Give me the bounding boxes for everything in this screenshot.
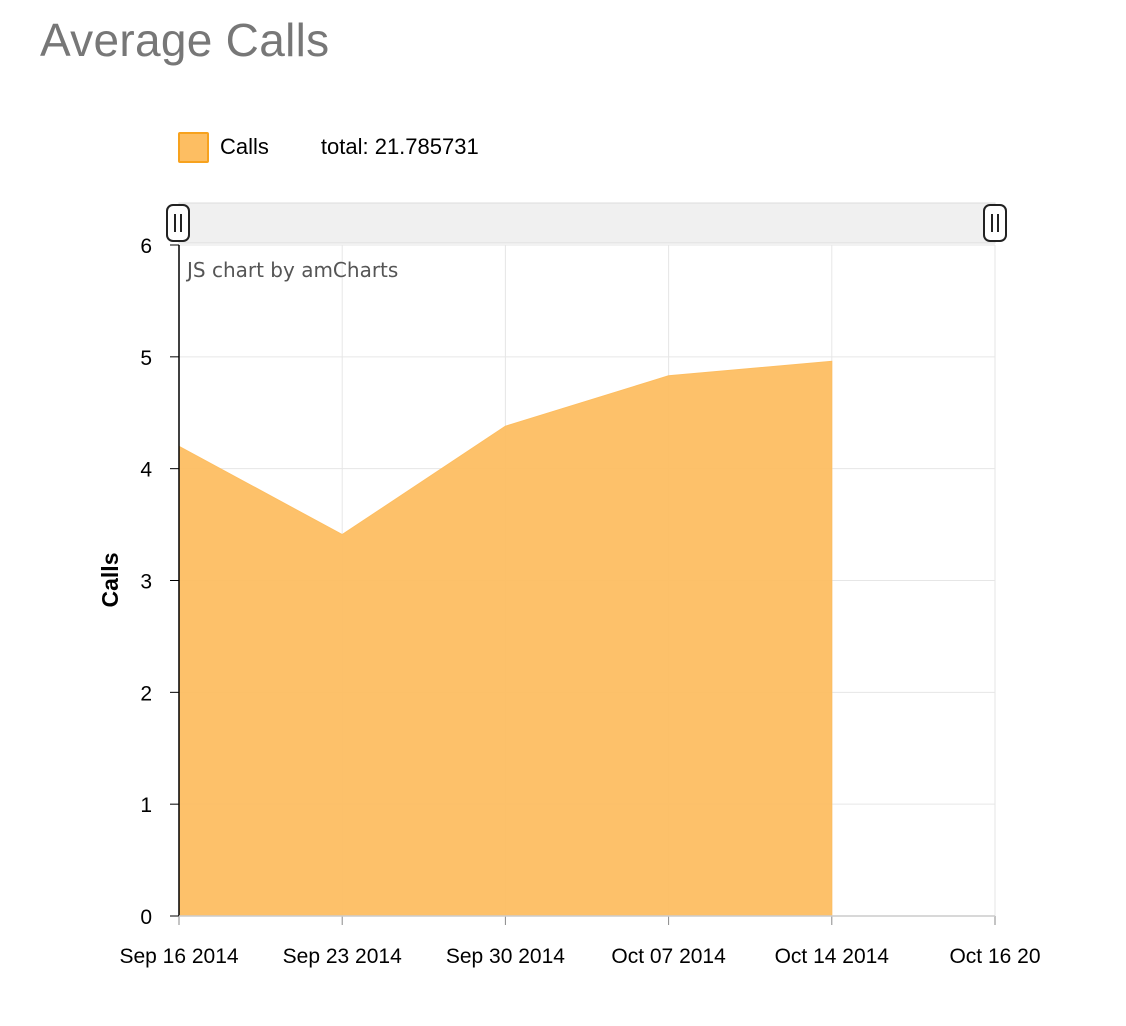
legend-total-value: total: 21.785731 [320, 134, 479, 159]
scrollbar[interactable] [166, 202, 1007, 244]
data-point-2[interactable] [499, 420, 511, 432]
y-tick-label-6: 6 [140, 235, 152, 258]
scrollbar-track[interactable] [178, 202, 996, 244]
y-tick-label-4: 4 [140, 459, 152, 482]
x-tick-label-1: Sep 23 2014 [283, 945, 402, 968]
x-tick-label-4: Oct 14 2014 [775, 945, 890, 968]
page-title: Average Calls [40, 14, 330, 66]
scrollbar-handle-right-body[interactable] [983, 204, 1007, 242]
tick-labels: 0 1 2 3 4 5 6 Sep 16 2014 Sep 23 2014 Sep 30 2014… [119, 235, 1040, 968]
y-tick-label-3: 3 [140, 571, 152, 594]
x-tick-label-5: Oct 16 20 [949, 945, 1040, 968]
scrollbar-handle-right[interactable] [983, 204, 1007, 242]
data-point-4[interactable] [826, 355, 838, 367]
y-tick-label-1: 1 [140, 794, 152, 817]
scrollbar-handle-left-body[interactable] [166, 204, 190, 242]
scrollbar-handle-left[interactable] [166, 204, 190, 242]
y-axis-title: Calls [97, 553, 123, 608]
legend-marker-calls[interactable] [178, 131, 209, 163]
x-tick-label-3: Oct 07 2014 [611, 945, 726, 968]
y-tick-label-0: 0 [140, 906, 152, 929]
y-tick-label-2: 2 [140, 682, 152, 705]
data-point-1[interactable] [336, 529, 348, 541]
amcharts-credit-link[interactable]: JS chart by amCharts [185, 258, 398, 282]
data-point-3[interactable] [663, 370, 675, 382]
legend-label-calls[interactable]: Calls [220, 134, 269, 159]
axes [170, 244, 996, 925]
series-area-calls[interactable] [178, 360, 833, 917]
x-tick-label-0: Sep 16 2014 [119, 945, 238, 968]
legend: Calls total: 21.785731 [178, 130, 479, 164]
y-tick-label-5: 5 [140, 347, 152, 370]
x-tick-label-2: Sep 30 2014 [446, 945, 565, 968]
